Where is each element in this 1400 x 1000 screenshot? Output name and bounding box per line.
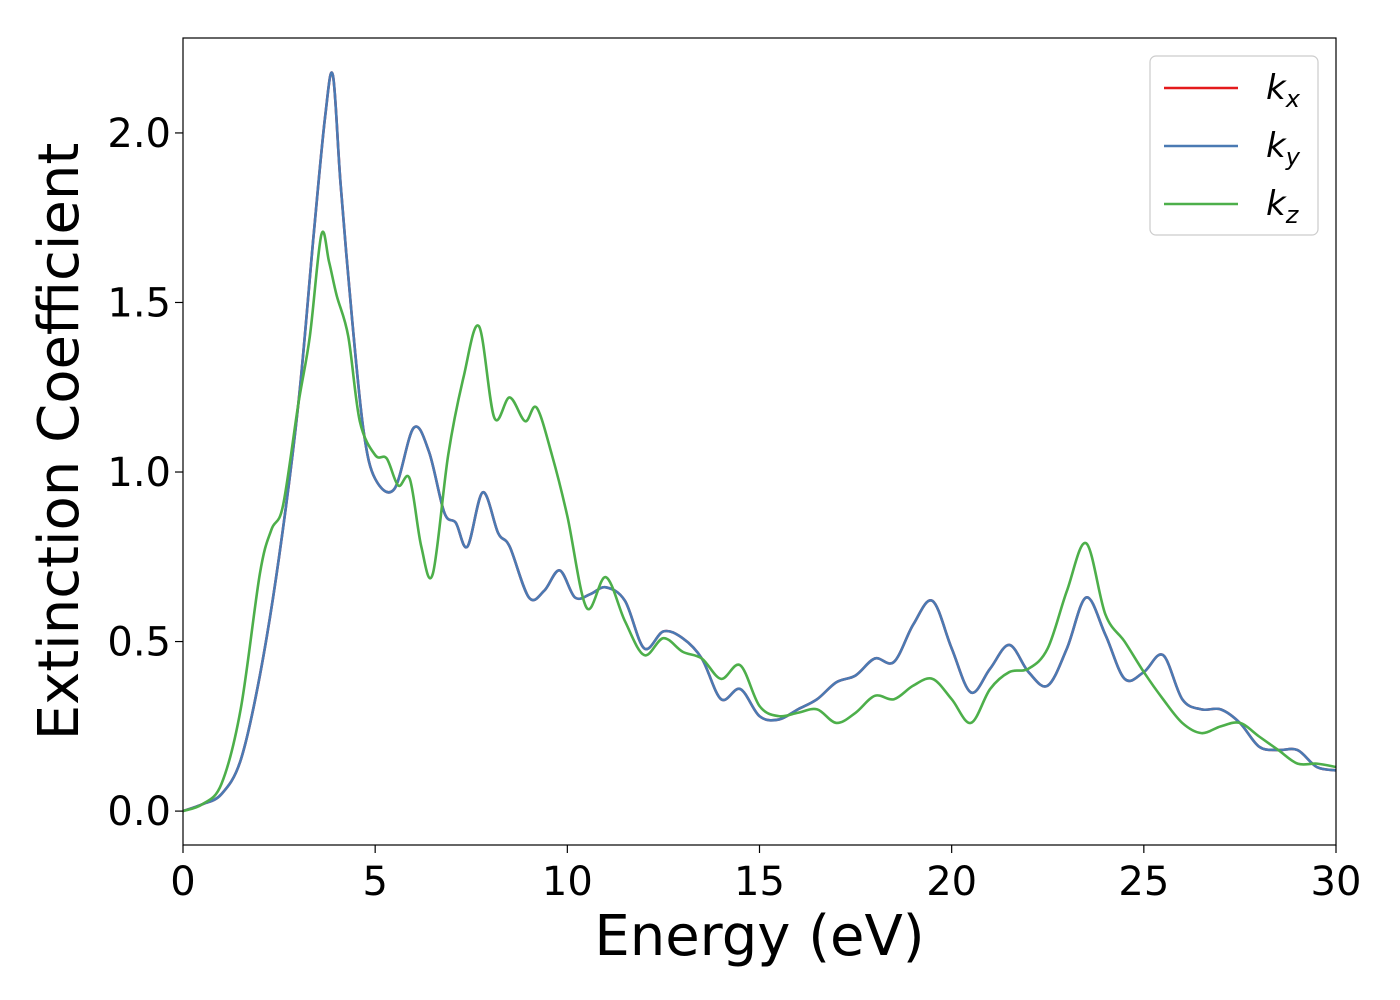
series-line-ky [183,71,1336,813]
x-tick-label: 25 [1118,859,1169,905]
y-axis: 0.0 0.5 1.0 1.5 2.0 [107,111,183,835]
x-tick-label: 20 [926,859,977,905]
series-layer [183,71,1336,813]
x-tick-label: 30 [1311,859,1362,905]
series-line-kz [183,230,1336,813]
y-tick-label: 0.5 [107,620,171,666]
y-tick-label: 2.0 [107,111,171,157]
x-tick-label: 0 [170,859,195,905]
legend-item-ky: ky [1164,126,1301,171]
legend-item-kx: kx [1164,68,1301,113]
y-tick-label: 1.0 [107,450,171,496]
y-tick-label: 1.5 [107,280,171,326]
y-axis-title: Extinction Coefficient [27,143,92,741]
x-axis-title: Energy (eV) [594,904,924,969]
legend-label: ky [1266,126,1301,171]
x-tick-label: 10 [542,859,593,905]
x-tick-label: 15 [734,859,785,905]
x-tick-label: 5 [362,859,387,905]
legend-label: kx [1266,68,1301,113]
x-axis: 0 5 10 15 20 25 30 [170,845,1361,905]
y-tick-label: 0.0 [107,789,171,835]
